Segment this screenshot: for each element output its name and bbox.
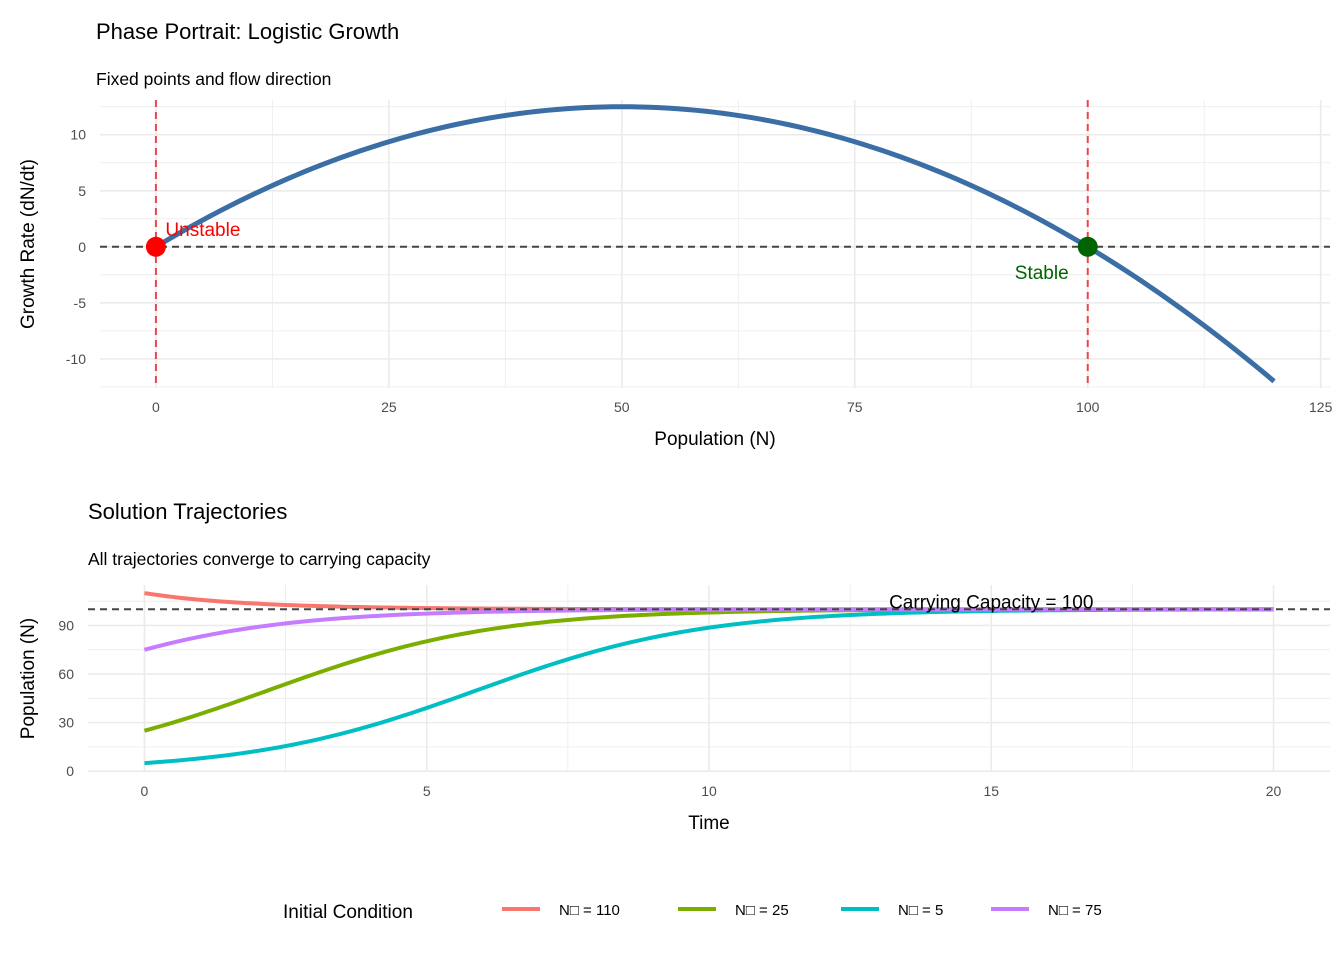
x-tick-label: 10: [701, 783, 717, 799]
x-tick-label: 0: [141, 783, 149, 799]
x-tick-label: 100: [1076, 399, 1100, 415]
y-tick-label: 0: [78, 239, 86, 255]
y-tick-label: 30: [58, 715, 74, 731]
chart-title: Solution Trajectories: [88, 499, 287, 524]
growth-rate-curve: [154, 104, 1276, 384]
y-axis-label: Population (N): [18, 618, 39, 739]
x-axis-label: Time: [688, 813, 730, 834]
stable-label: Stable: [1015, 263, 1069, 284]
legend-label: N□ = 75: [1048, 902, 1102, 919]
legend-label: N□ = 110: [559, 902, 620, 919]
unstable-point: [145, 236, 166, 257]
stable-point: [1077, 236, 1098, 257]
x-tick-label: 20: [1266, 783, 1282, 799]
x-tick-label: 0: [152, 399, 160, 415]
x-tick-label: 15: [983, 783, 999, 799]
x-tick-label: 125: [1309, 399, 1333, 415]
x-axis-label: Population (N): [654, 429, 775, 450]
legend-label: N□ = 25: [735, 902, 789, 919]
legend-title: Initial Condition: [283, 902, 413, 923]
chart-subtitle: Fixed points and flow direction: [96, 69, 331, 89]
chart-subtitle: All trajectories converge to carrying ca…: [88, 549, 431, 569]
y-tick-label: 60: [58, 666, 74, 682]
y-tick-label: 5: [78, 183, 86, 199]
y-tick-label: 10: [70, 127, 86, 143]
carrying-capacity-label: Carrying Capacity = 100: [889, 592, 1093, 613]
x-tick-label: 50: [614, 399, 630, 415]
legend-label: N□ = 5: [898, 902, 943, 919]
x-tick-label: 5: [423, 783, 431, 799]
y-axis-label: Growth Rate (dN/dt): [18, 159, 39, 329]
chart-title: Phase Portrait: Logistic Growth: [96, 19, 399, 44]
y-tick-label: 90: [58, 617, 74, 633]
x-tick-label: 75: [847, 399, 863, 415]
y-tick-label: 0: [66, 763, 74, 779]
y-tick-label: -5: [74, 295, 87, 311]
x-tick-label: 25: [381, 399, 397, 415]
y-tick-label: -10: [66, 351, 86, 367]
unstable-label: Unstable: [165, 220, 240, 241]
